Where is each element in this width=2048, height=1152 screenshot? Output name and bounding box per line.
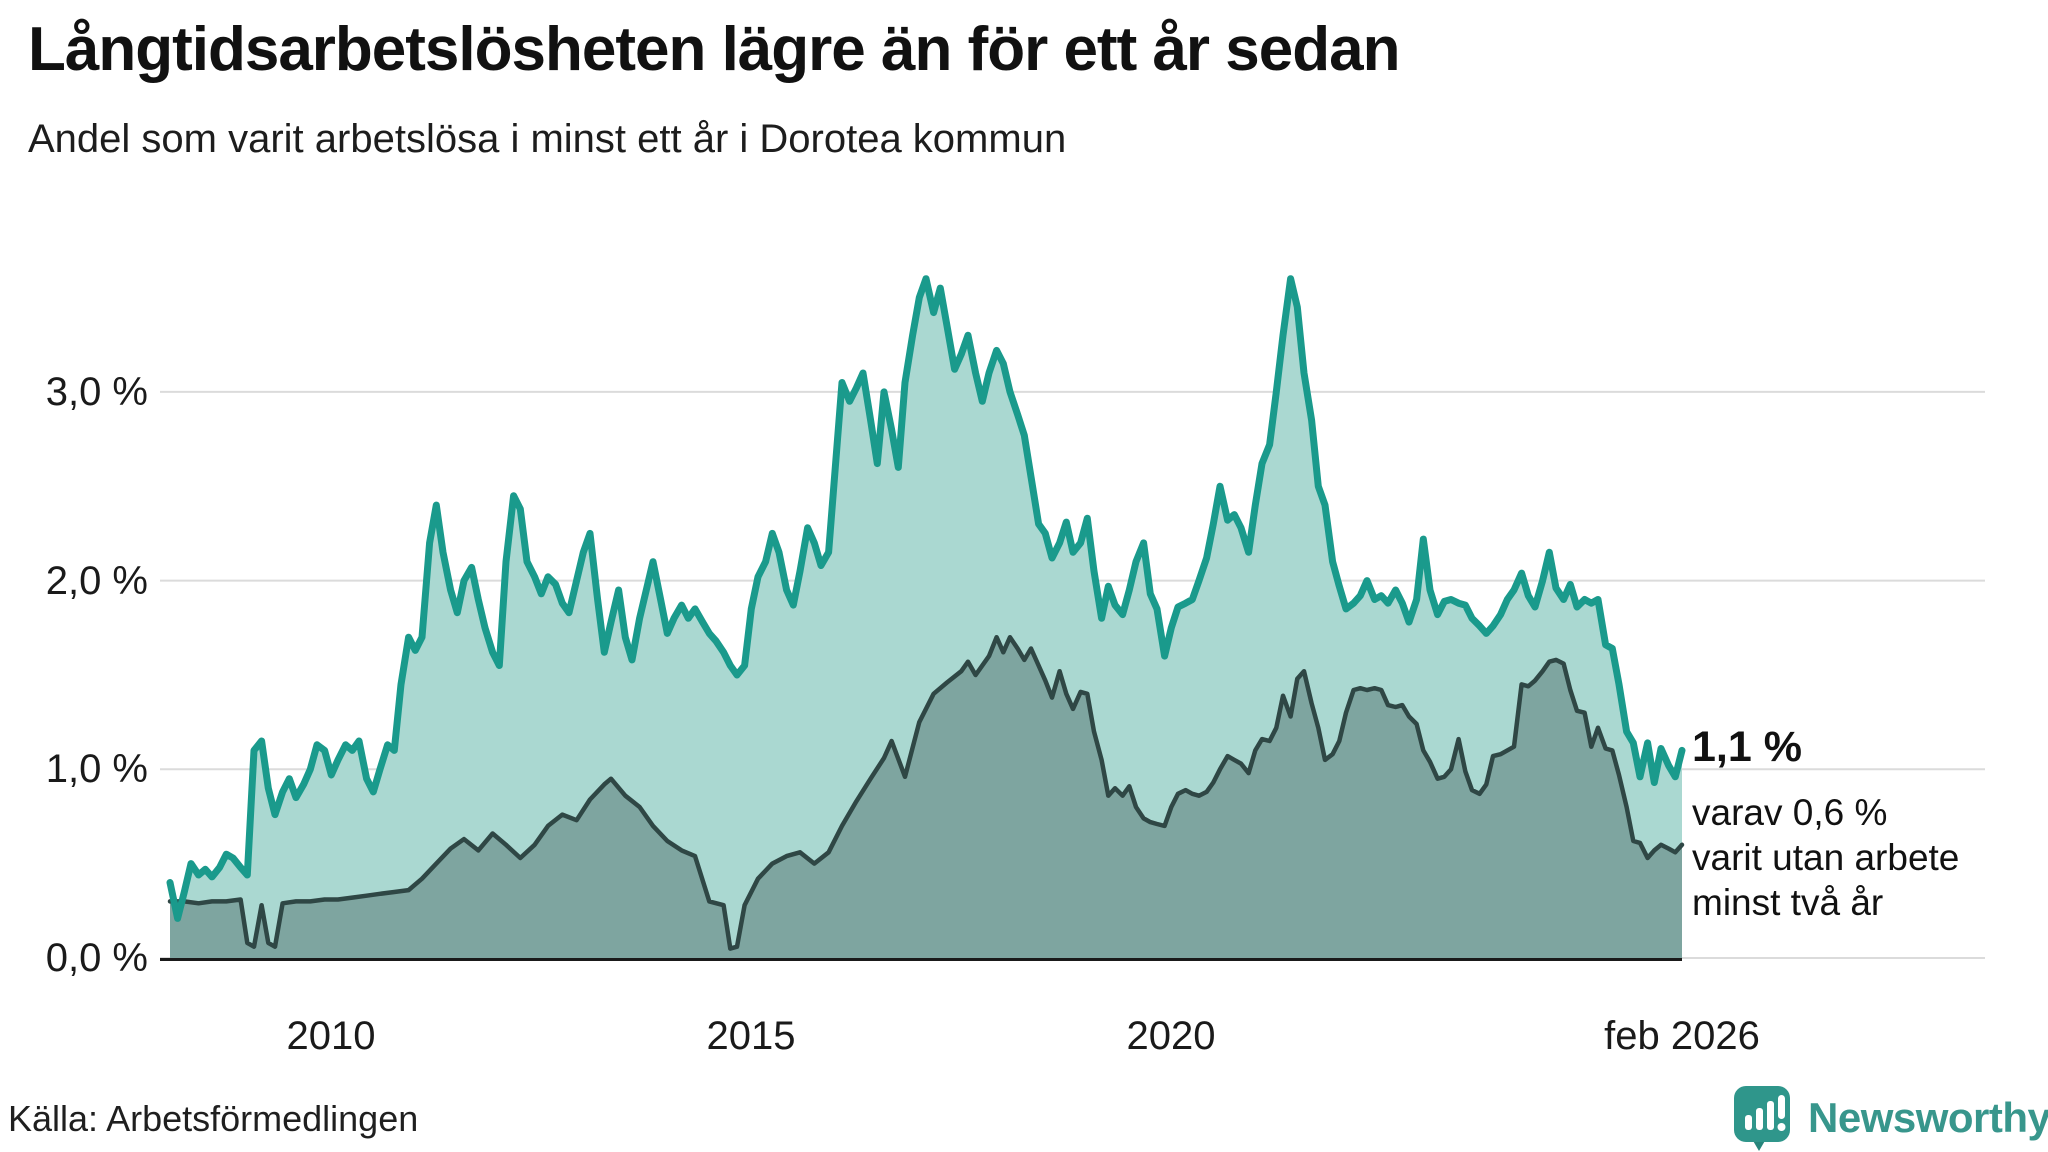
annotation-line: varit utan arbete bbox=[1692, 837, 1960, 878]
annotation-line: minst två år bbox=[1692, 882, 1884, 923]
page-title: Långtidsarbetslösheten lägre än för ett … bbox=[28, 15, 1400, 84]
newsworthy-bars-icon bbox=[1734, 1086, 1790, 1151]
x-axis-tick-2020: 2020 bbox=[1126, 1014, 1216, 1058]
x-axis-tick-feb-2026: feb 2026 bbox=[1604, 1014, 1760, 1058]
x-axis-tick-2010: 2010 bbox=[286, 1014, 376, 1058]
x-axis-tick-2015: 2015 bbox=[706, 1014, 796, 1058]
newsworthy-logo-text: Newsworthy bbox=[1808, 1094, 2048, 1141]
newsworthy-logo: Newsworthy bbox=[1732, 1084, 2048, 1152]
y-axis-tick-0: 0,0 % bbox=[45, 936, 148, 980]
end-value-annotation: 1,1 % varav 0,6 % varit utan arbete mins… bbox=[1692, 722, 2042, 925]
annotation-line: varav 0,6 % bbox=[1692, 792, 1888, 833]
line-unemployed-1yr bbox=[166, 275, 1686, 922]
page-subtitle: Andel som varit arbetslösa i minst ett å… bbox=[28, 117, 1067, 161]
line-unemployed-2yr bbox=[167, 634, 1685, 951]
area-unemployed-1yr bbox=[170, 278, 1682, 958]
annotation-headline: 1,1 % bbox=[1692, 723, 1802, 771]
source-label: Källa: Arbetsförmedlingen bbox=[8, 1098, 419, 1139]
y-axis-tick-2: 2,0 % bbox=[45, 559, 148, 603]
annotation-lines: varav 0,6 % varit utan arbete minst två … bbox=[1692, 790, 2042, 925]
y-axis-tick-3: 3,0 % bbox=[45, 370, 148, 414]
area-unemployed-2yr bbox=[170, 637, 1682, 958]
y-axis-tick-1: 1,0 % bbox=[45, 747, 148, 791]
